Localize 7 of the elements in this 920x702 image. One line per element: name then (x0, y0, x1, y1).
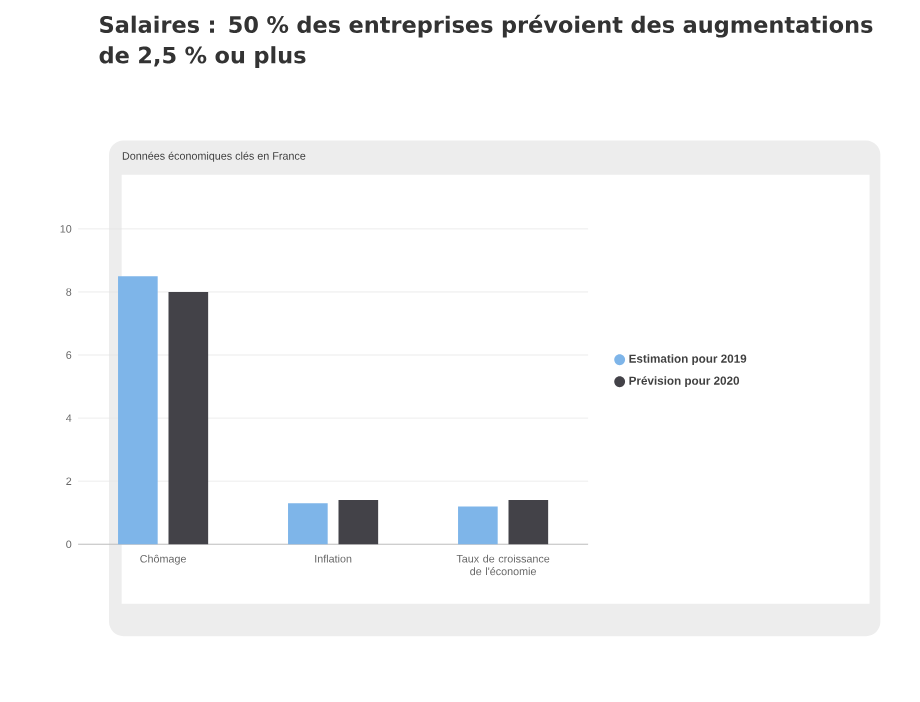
bar (458, 506, 498, 544)
bar (288, 502, 328, 544)
chart-title: Salaires : 50 % des entreprises prévoient des augmentations de 2,5 % ou plus (99, 14, 873, 68)
bar (338, 499, 379, 544)
bar (168, 291, 209, 544)
bar (118, 275, 158, 544)
bar (508, 499, 549, 544)
